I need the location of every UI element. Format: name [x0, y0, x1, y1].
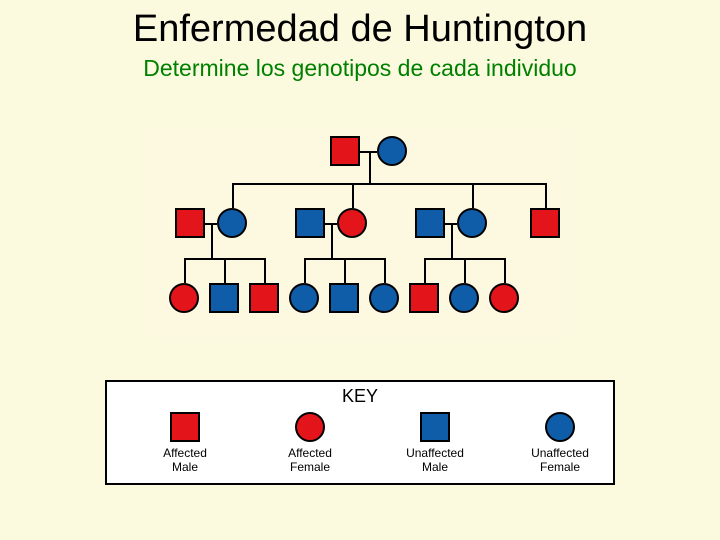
legend-shape: [295, 412, 325, 442]
pedigree-node: [409, 283, 439, 313]
pedigree-node: [289, 283, 319, 313]
pedigree-node: [169, 283, 199, 313]
pedigree-line: [232, 183, 547, 185]
pedigree-line: [264, 258, 266, 283]
pedigree-node: [415, 208, 445, 238]
legend-item: AffectedMale: [125, 412, 245, 475]
pedigree-line: [369, 151, 371, 183]
legend-shape: [545, 412, 575, 442]
pedigree-node: [449, 283, 479, 313]
legend-shape: [170, 412, 200, 442]
pedigree-line: [344, 258, 346, 283]
pedigree-node: [457, 208, 487, 238]
pedigree-line: [211, 223, 213, 258]
pedigree-line: [224, 258, 226, 283]
pedigree-line: [331, 223, 333, 258]
pedigree-node: [330, 136, 360, 166]
legend-item: AffectedFemale: [250, 412, 370, 475]
page-subtitle: Determine los genotipos de cada individu…: [0, 55, 720, 82]
pedigree-node: [489, 283, 519, 313]
pedigree-node: [329, 283, 359, 313]
legend-label: AffectedMale: [125, 446, 245, 475]
legend-label: AffectedFemale: [250, 446, 370, 475]
legend-item: UnaffectedFemale: [500, 412, 620, 475]
page-title: Enfermedad de Huntington: [0, 8, 720, 51]
pedigree-line: [464, 258, 466, 283]
legend-shape: [420, 412, 450, 442]
legend-item: UnaffectedMale: [375, 412, 495, 475]
pedigree-line: [232, 183, 234, 208]
pedigree-chart: [155, 128, 565, 338]
pedigree-node: [337, 208, 367, 238]
pedigree-line: [472, 183, 474, 208]
pedigree-node: [217, 208, 247, 238]
pedigree-line: [384, 258, 386, 283]
pedigree-node: [249, 283, 279, 313]
pedigree-line: [545, 183, 547, 208]
pedigree-node: [369, 283, 399, 313]
pedigree-line: [304, 258, 306, 283]
pedigree-node: [530, 208, 560, 238]
legend-title: KEY: [107, 386, 613, 407]
legend-box: KEY AffectedMaleAffectedFemaleUnaffected…: [105, 380, 615, 485]
pedigree-line: [352, 183, 354, 208]
pedigree-node: [209, 283, 239, 313]
pedigree-line: [451, 223, 453, 258]
legend-label: UnaffectedFemale: [500, 446, 620, 475]
pedigree-node: [175, 208, 205, 238]
pedigree-node: [295, 208, 325, 238]
legend-label: UnaffectedMale: [375, 446, 495, 475]
pedigree-line: [184, 258, 186, 283]
pedigree-line: [424, 258, 426, 283]
pedigree-node: [377, 136, 407, 166]
pedigree-line: [504, 258, 506, 283]
